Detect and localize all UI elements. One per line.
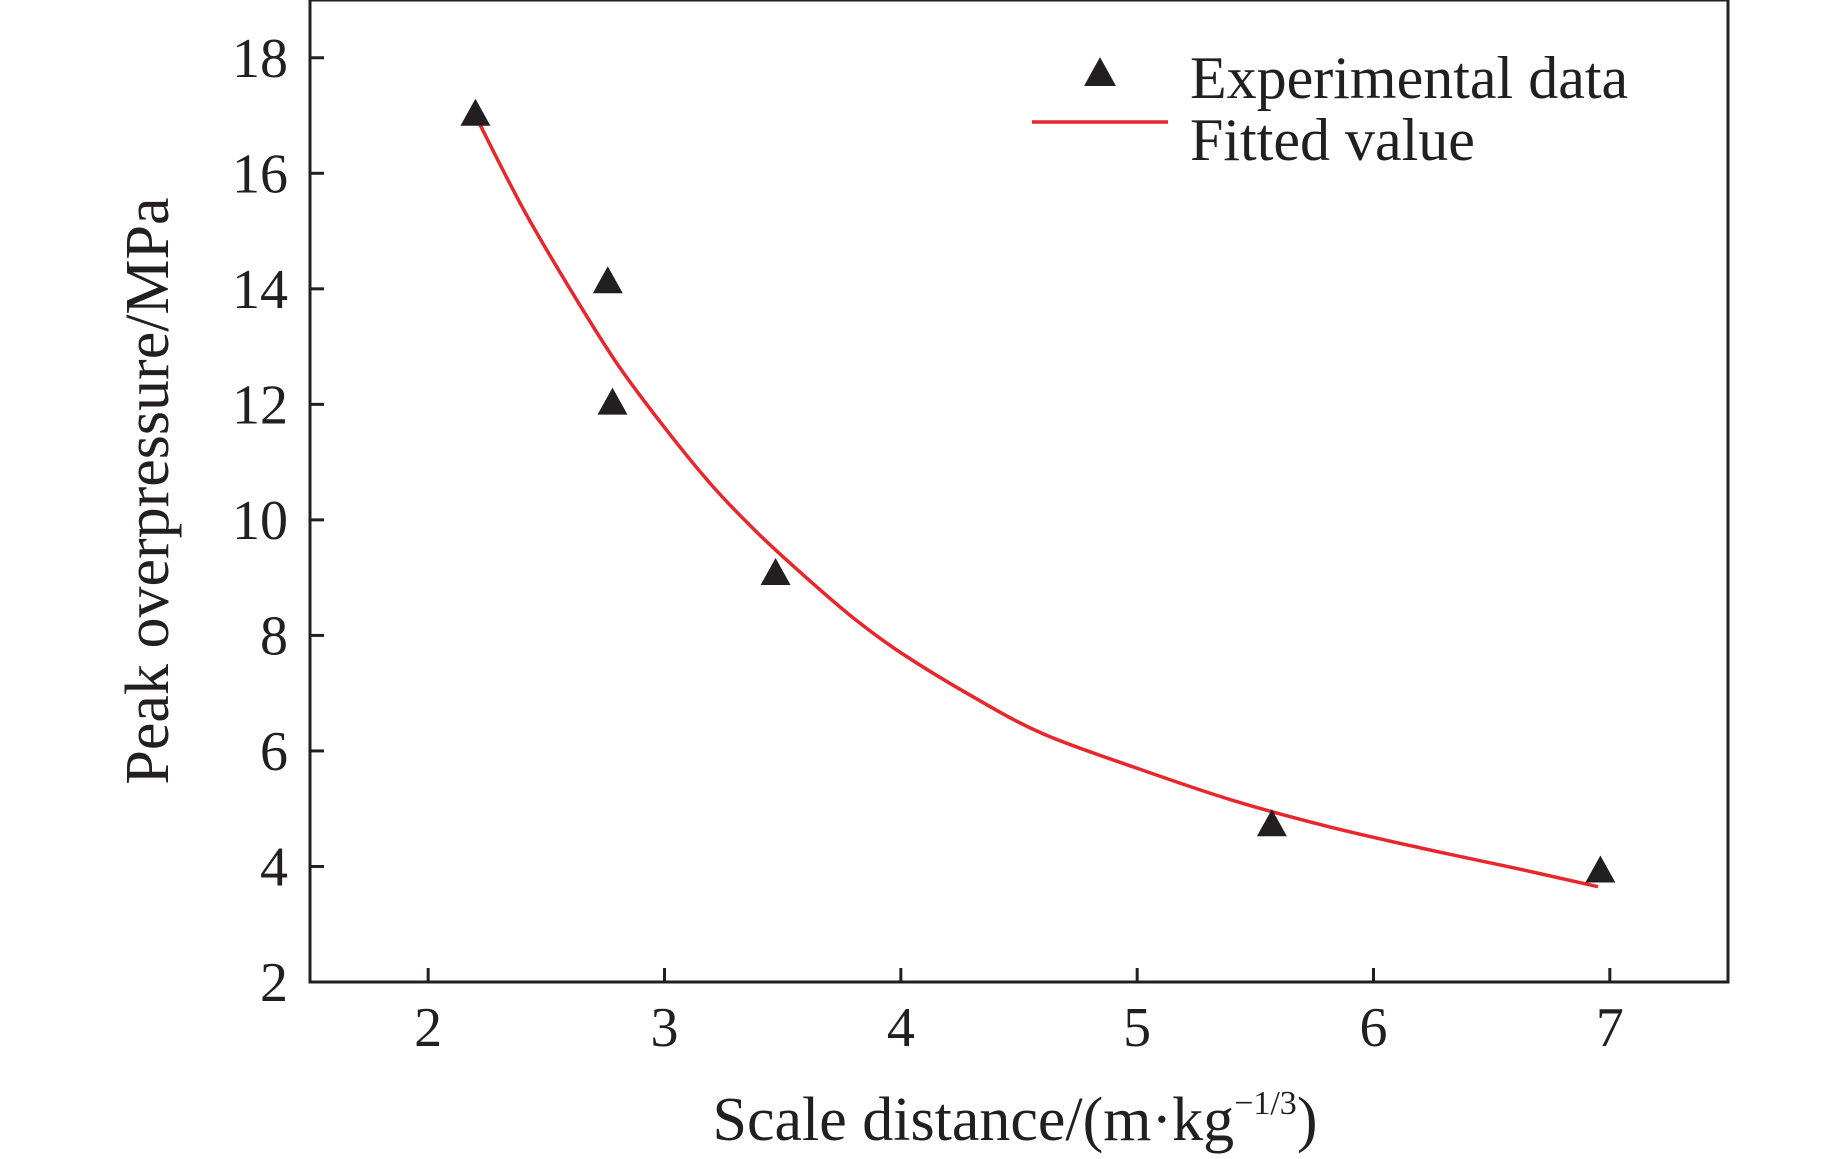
x-tick-label: 3 xyxy=(651,997,679,1059)
y-axis-label: Peak overpressure/MPa xyxy=(114,197,182,784)
series-layer xyxy=(460,98,1616,889)
legend-label: Fitted value xyxy=(1190,107,1475,173)
fitted-value-line xyxy=(473,114,1599,889)
plot-area xyxy=(308,0,1730,984)
experimental-data-point xyxy=(1256,809,1287,837)
experimental-data-point xyxy=(597,387,628,415)
experimental-data-point xyxy=(592,266,623,294)
y-tick-label: 18 xyxy=(232,28,288,90)
y-tick-label: 4 xyxy=(260,836,288,898)
y-axis-ticks: 2 4 6 8 10 12 14 16 18 xyxy=(232,28,324,1014)
x-axis-label-exponent: −1/3 xyxy=(1234,1085,1297,1122)
y-tick-label: 14 xyxy=(232,259,288,321)
experimental-data-point xyxy=(760,558,791,586)
x-axis-label-main: Scale distance/(m·kg xyxy=(713,1086,1235,1154)
legend-label: Experimental data xyxy=(1190,45,1628,111)
x-tick-label: 6 xyxy=(1360,997,1388,1059)
x-axis-ticks: 2 3 4 5 6 7 xyxy=(414,968,1624,1059)
y-tick-label: 8 xyxy=(260,605,288,667)
x-tick-label: 5 xyxy=(1123,997,1151,1059)
y-tick-label: 16 xyxy=(232,143,288,205)
x-tick-label: 7 xyxy=(1596,997,1624,1059)
y-tick-label: 12 xyxy=(232,374,288,436)
experimental-data-point xyxy=(460,98,491,126)
y-tick-label: 2 xyxy=(260,952,288,1014)
legend-triangle-marker xyxy=(1084,57,1116,86)
x-tick-label: 2 xyxy=(414,997,442,1059)
y-tick-label: 10 xyxy=(232,490,288,552)
x-axis-label-close: ) xyxy=(1297,1086,1318,1154)
y-tick-label: 6 xyxy=(260,721,288,783)
x-axis-label: Scale distance/(m·kg−1/3) xyxy=(713,1085,1318,1154)
x-tick-label: 4 xyxy=(887,997,915,1059)
plot-frame xyxy=(308,0,1730,984)
experimental-data-point xyxy=(1585,855,1616,883)
